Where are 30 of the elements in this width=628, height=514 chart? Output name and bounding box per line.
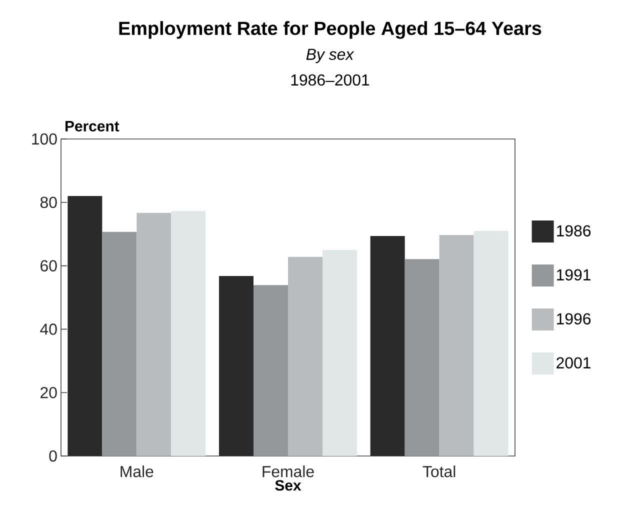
bar <box>68 196 102 456</box>
bar <box>219 276 254 456</box>
y-axis-title: Percent <box>66 121 120 132</box>
legend-label: 1986 <box>557 225 591 236</box>
bar <box>171 210 206 456</box>
y-tick-label: 0 <box>49 450 57 462</box>
bar <box>404 259 440 456</box>
y-tick-label: 20 <box>40 386 57 398</box>
chart-title: Employment Rate for People Aged 15–64 Years <box>119 21 542 39</box>
bar <box>136 212 172 456</box>
bar <box>102 232 137 456</box>
legend-label: 1996 <box>557 313 591 324</box>
y-tick-label: 40 <box>40 324 57 335</box>
y-tick-label: 80 <box>40 196 57 208</box>
x-tick-label: Male <box>120 466 154 478</box>
bar <box>288 256 322 456</box>
bar <box>322 250 358 456</box>
bar <box>474 230 508 456</box>
x-axis-title: Sex <box>275 480 302 491</box>
bar <box>370 236 405 456</box>
text: 1986–2001 <box>291 74 370 86</box>
x-tick-label: Female <box>262 466 314 478</box>
chart-subtitle: By sex <box>306 48 354 64</box>
legend-label: 1991 <box>557 269 590 280</box>
bar <box>439 235 474 456</box>
legend-label: 2001 <box>556 357 590 368</box>
bar <box>254 285 288 456</box>
y-tick-label: 60 <box>40 260 57 272</box>
x-tick-label: Total <box>422 466 456 478</box>
y-tick-label: 100 <box>32 133 57 145</box>
